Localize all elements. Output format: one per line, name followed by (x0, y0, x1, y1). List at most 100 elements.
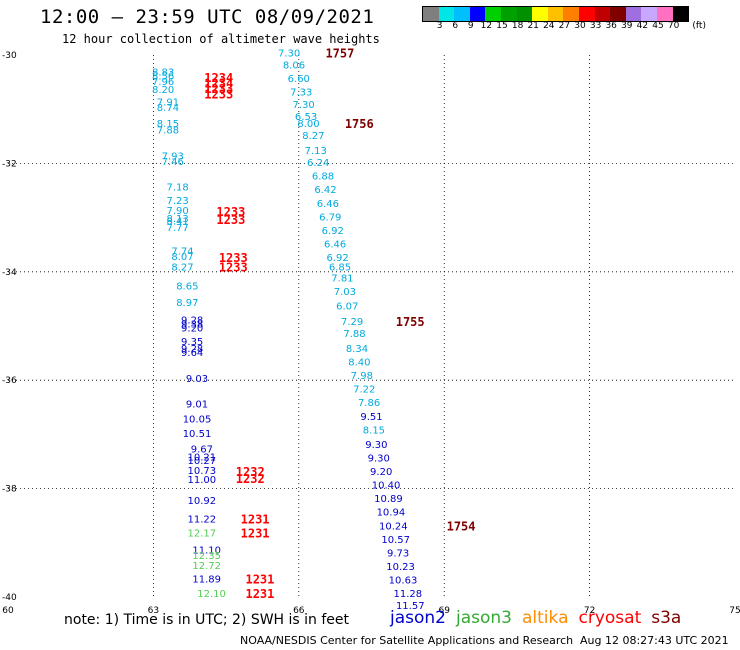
mission-s3a: s3a (651, 608, 682, 628)
wave-height-label: 12.35 (192, 551, 221, 562)
lat-tick-label: -36 (2, 376, 17, 386)
wave-height-label: 9.51 (360, 412, 382, 423)
timestamp-text: Aug 12 08:27:43 UTC 2021 (580, 634, 729, 647)
wave-height-label: 10.57 (381, 535, 410, 546)
time-label: 1231 (245, 587, 274, 601)
wave-height-label: 8.83 (152, 68, 174, 79)
lon-tick-label: 60 (2, 606, 14, 616)
wave-height-label: 12.72 (192, 561, 221, 572)
wave-height-label: 10.94 (377, 508, 406, 519)
wave-height-label: 10.92 (188, 496, 217, 507)
colorbar-swatch (625, 7, 642, 21)
lat-tick-label: -34 (2, 268, 17, 278)
colorbar-swatch (500, 7, 517, 21)
colorbar-label: 15 (496, 21, 508, 31)
colorbar-swatch (610, 7, 626, 21)
colorbar-swatch (656, 7, 673, 21)
wave-height-label: 6.46 (324, 239, 346, 250)
time-label: 1233 (204, 82, 233, 96)
wave-height-label: 8.00 (297, 119, 319, 130)
colorbar-label: 33 (589, 21, 602, 31)
wave-height-label: 7.90 (167, 206, 189, 217)
colorbar-label: 21 (527, 21, 539, 31)
colorbar-swatch (578, 7, 595, 21)
wave-height-label: 9.20 (370, 467, 392, 478)
lon-tick-label: 75 (729, 606, 740, 616)
wave-height-label: 9.28 (181, 315, 203, 326)
wave-height-label: 7.81 (331, 274, 353, 285)
colorbar-swatch (641, 7, 657, 21)
wave-height-label: 8.41 (167, 217, 189, 228)
colorbar-label: 9 (467, 21, 474, 31)
time-label: 1234 (204, 76, 233, 90)
wave-height-label: 10.51 (183, 429, 212, 440)
wave-height-label: 6.53 (295, 112, 317, 123)
colorbar-labels: 3 6 9 12 15 18 21 24 27 30 33 36 39 42 45 70 (ft) (422, 21, 740, 33)
wave-height-label: 9.67 (191, 444, 213, 455)
wave-height-label: 7.23 (167, 196, 189, 207)
wave-height-label: 8.13 (167, 214, 189, 225)
wave-height-label: 8.07 (171, 252, 193, 263)
wave-height-label: 7.30 (293, 100, 315, 111)
time-label: 1231 (241, 513, 270, 527)
wave-height-label: 6.92 (322, 226, 344, 237)
wave-height-label: 6.42 (314, 185, 336, 196)
time-label: 1233 (204, 87, 233, 101)
map-title: 12:00 – 23:59 UTC 08/09/2021 (40, 6, 375, 28)
colorbar-label: 36 (605, 21, 617, 31)
wave-height-label: 8.15 (363, 425, 385, 436)
time-label: 1232 (236, 472, 265, 486)
time-label: 1231 (241, 526, 270, 540)
colorbar-swatch (672, 7, 689, 21)
wave-height-label: 7.29 (341, 317, 363, 328)
wave-height-label: 6.07 (336, 302, 358, 313)
colorbar-swatch (469, 7, 486, 21)
wave-height-label: 9.73 (387, 548, 409, 559)
credit-text: NOAA/NESDIS Center for Satellite Applica… (240, 634, 574, 647)
wave-height-label: 10.63 (389, 575, 418, 586)
wave-height-label: 7.46 (162, 157, 184, 168)
wave-height-label: 7.33 (290, 88, 312, 99)
wave-height-label: 7.30 (278, 49, 300, 60)
wave-height-label: 9.38 (181, 320, 203, 331)
wave-height-label: 11.89 (192, 574, 221, 585)
wave-height-label: 7.88 (343, 329, 365, 340)
mission-jason3: jason3 (456, 608, 512, 628)
colorbar-label: 6 (452, 21, 459, 31)
wave-height-label: 9.64 (181, 348, 203, 359)
mission-altika: altika (522, 608, 569, 628)
wave-height-label: 8.20 (152, 85, 174, 96)
map-subtitle: 12 hour collection of altimeter wave hei… (62, 32, 380, 46)
wave-height-label: 6.24 (307, 158, 329, 169)
time-label: 1233 (216, 213, 245, 227)
wave-height-label: 10.05 (183, 414, 212, 425)
wave-height-label: 9.30 (368, 454, 390, 465)
wave-height-label: 11.28 (394, 589, 423, 600)
wave-height-label: 8.74 (157, 103, 179, 114)
colorbar (422, 6, 690, 22)
mission-jason2: jason2 (390, 608, 446, 628)
time-label: 1234 (204, 71, 233, 85)
wave-height-label: 10.89 (374, 494, 403, 505)
time-label: 1754 (447, 519, 476, 533)
time-label: 1233 (219, 261, 248, 275)
time-label: 1757 (325, 47, 354, 61)
lon-tick-label: 72 (584, 606, 595, 616)
colorbar-label: 18 (511, 21, 524, 31)
wave-height-label: 8.27 (302, 131, 324, 142)
colorbar-label: 27 (558, 21, 571, 31)
wave-height-label: 11.22 (188, 515, 217, 526)
wave-height-label: 6.88 (312, 172, 334, 183)
colorbar-label: 39 (621, 21, 633, 31)
time-label: 1233 (219, 251, 248, 265)
wave-height-label: 11.57 (396, 601, 425, 612)
wave-height-label: 10.23 (386, 562, 415, 573)
wave-height-label: 6.92 (326, 253, 348, 264)
wave-height-label: 8.40 (348, 358, 370, 369)
wave-height-label: 10.27 (188, 456, 217, 467)
time-label: 1232 (236, 465, 265, 479)
wave-height-label: 8.15 (157, 119, 179, 130)
colorbar-swatch (454, 7, 470, 21)
lat-tick-label: -32 (2, 159, 17, 169)
